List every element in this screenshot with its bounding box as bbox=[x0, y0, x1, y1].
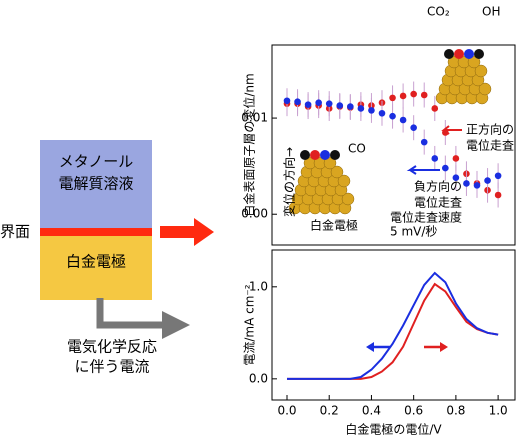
plot-frame bbox=[271, 44, 516, 246]
arrow bbox=[160, 218, 214, 246]
point bbox=[336, 102, 344, 109]
annotation: 電位走査速度 bbox=[390, 210, 462, 225]
point bbox=[399, 92, 407, 100]
point bbox=[389, 112, 396, 120]
annotation: 電位走査 bbox=[466, 138, 514, 153]
annotation: CO₂ bbox=[427, 5, 450, 19]
point bbox=[357, 105, 365, 112]
point bbox=[452, 155, 460, 162]
y-axis-label: 電流/mA cm⁻² bbox=[243, 284, 257, 365]
point bbox=[494, 172, 502, 180]
point bbox=[325, 100, 333, 107]
x-tick-label: 0.2 bbox=[320, 404, 339, 418]
point bbox=[452, 174, 460, 181]
point bbox=[368, 107, 375, 114]
point bbox=[315, 99, 322, 106]
point bbox=[431, 105, 439, 112]
adsorbate bbox=[320, 150, 330, 160]
arrow bbox=[441, 125, 462, 135]
adsorbate bbox=[444, 49, 454, 59]
solution-label: メタノール bbox=[59, 153, 134, 171]
point bbox=[494, 191, 502, 199]
point bbox=[283, 97, 291, 105]
point bbox=[442, 164, 449, 172]
electrode-label: 白金電極 bbox=[66, 253, 126, 271]
atom bbox=[478, 82, 492, 96]
annotation: 正方向の bbox=[466, 122, 514, 137]
y-tick-label: 1.0 bbox=[249, 279, 268, 293]
point bbox=[463, 180, 470, 187]
atom bbox=[341, 192, 355, 206]
x-axis-label: 白金電極の電位/V bbox=[345, 422, 442, 437]
arrow bbox=[406, 165, 440, 175]
arrow bbox=[366, 342, 374, 352]
series-line bbox=[286, 271, 499, 380]
adsorbate bbox=[310, 150, 320, 160]
annotation: CO bbox=[348, 142, 366, 156]
point bbox=[473, 182, 481, 189]
interface-label: 界面 bbox=[0, 223, 30, 241]
y-tick-label: 0.0 bbox=[249, 371, 268, 385]
point bbox=[420, 138, 428, 146]
atom bbox=[474, 64, 488, 78]
adsorbate bbox=[464, 49, 474, 59]
y-tick-label: 0.01 bbox=[241, 111, 268, 125]
point bbox=[347, 103, 354, 110]
series-line bbox=[286, 282, 499, 380]
point bbox=[294, 98, 301, 106]
point bbox=[410, 124, 417, 131]
atom bbox=[330, 165, 344, 179]
arrow bbox=[440, 342, 448, 352]
annotation: 5 mV/秒 bbox=[390, 225, 437, 239]
annotation: 変位の方向→ bbox=[282, 147, 297, 217]
adsorbate bbox=[454, 49, 464, 59]
adsorbate bbox=[300, 150, 310, 160]
adsorbate bbox=[474, 49, 484, 59]
point bbox=[431, 155, 439, 162]
adsorbate bbox=[330, 150, 340, 160]
solution-box bbox=[40, 140, 152, 228]
point bbox=[420, 91, 428, 99]
atom bbox=[323, 156, 337, 170]
electrode-box bbox=[40, 236, 152, 300]
current-label: に伴う電流 bbox=[74, 358, 149, 376]
solution-label: 電解質溶液 bbox=[58, 175, 133, 193]
x-tick-label: 0.0 bbox=[277, 404, 296, 418]
interface-band bbox=[40, 228, 152, 236]
arrow bbox=[96, 298, 190, 339]
annotation: 電位走査 bbox=[414, 195, 462, 210]
x-tick-label: 0.8 bbox=[446, 404, 465, 418]
y-tick-label: 0.00 bbox=[241, 207, 268, 221]
annotation: 負方向の bbox=[414, 179, 462, 194]
x-tick-label: 0.4 bbox=[362, 404, 381, 418]
y-axis-label: 白金表面原子層の変位/nm bbox=[242, 73, 257, 216]
x-tick-label: 0.6 bbox=[404, 404, 423, 418]
atom bbox=[337, 174, 351, 188]
point bbox=[304, 101, 312, 108]
annotation: OH bbox=[482, 5, 500, 19]
point bbox=[378, 109, 386, 117]
annotation: 白金電極 bbox=[310, 218, 358, 233]
point bbox=[484, 177, 491, 184]
point bbox=[389, 94, 396, 102]
atom bbox=[467, 55, 481, 69]
current-label: 電気化学反応 bbox=[67, 338, 157, 356]
point bbox=[399, 116, 407, 124]
plot-frame bbox=[271, 249, 516, 401]
point bbox=[410, 90, 417, 98]
x-tick-label: 1.0 bbox=[489, 404, 508, 418]
